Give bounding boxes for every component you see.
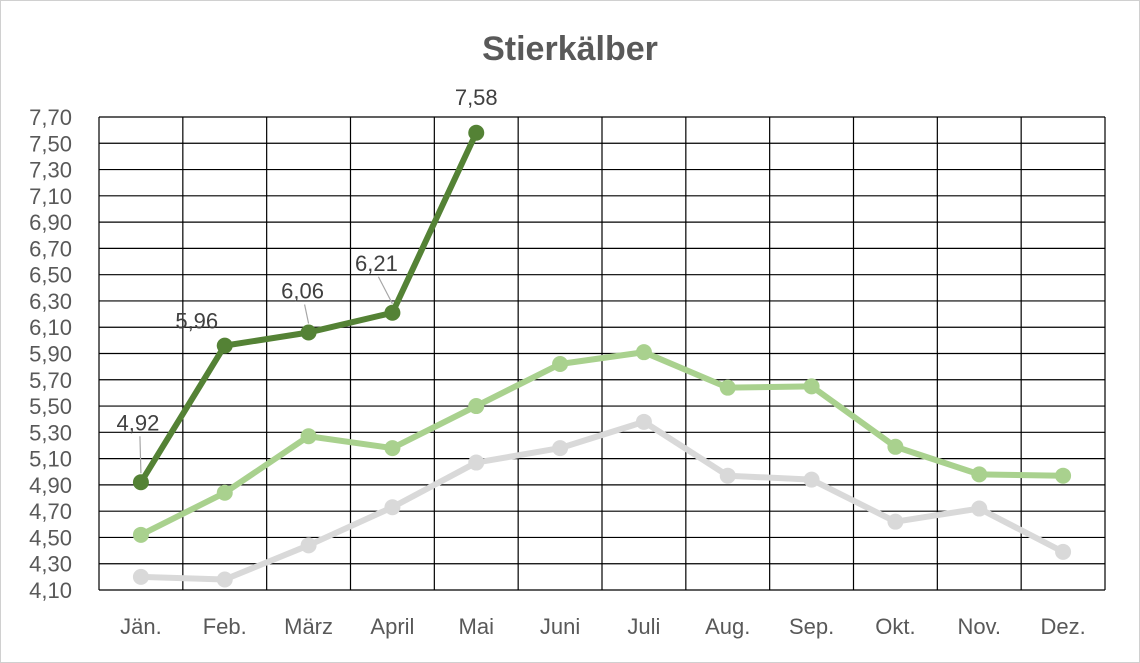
x-tick-label: Aug.	[705, 614, 750, 639]
data-label: 4,92	[117, 410, 160, 435]
data-point	[216, 571, 233, 588]
y-tick-label: 5,10	[29, 447, 72, 472]
data-point	[300, 324, 317, 341]
data-point	[887, 438, 904, 455]
y-tick-label: 5,50	[29, 394, 72, 419]
data-point	[300, 537, 317, 554]
y-tick-label: 6,30	[29, 289, 72, 314]
x-tick-label: Juli	[627, 614, 660, 639]
y-tick-label: 7,10	[29, 184, 72, 209]
data-point	[216, 337, 233, 354]
y-tick-label: 5,90	[29, 342, 72, 367]
x-tick-label: März	[284, 614, 333, 639]
y-tick-label: 5,30	[29, 420, 72, 445]
x-tick-label: Okt.	[875, 614, 915, 639]
x-tick-label: Sep.	[789, 614, 834, 639]
y-tick-label: 6,90	[29, 210, 72, 235]
data-point	[132, 474, 149, 491]
data-label: 5,96	[175, 309, 218, 334]
y-tick-label: 4,70	[29, 499, 72, 524]
data-point	[971, 500, 988, 517]
y-tick-label: 4,10	[29, 578, 72, 603]
y-tick-label: 5,70	[29, 368, 72, 393]
data-point	[803, 471, 820, 488]
series-layer	[132, 124, 1072, 588]
series-line	[137, 418, 1067, 583]
data-point	[1055, 467, 1072, 484]
data-labels: 4,92 5,96 6,06 6,21 7,58	[117, 85, 498, 474]
y-tick-label: 6,50	[29, 263, 72, 288]
data-point	[384, 440, 401, 457]
data-point	[132, 526, 149, 543]
leader-line	[139, 436, 142, 474]
data-point	[384, 304, 401, 321]
data-point	[719, 379, 736, 396]
y-tick-label: 6,10	[29, 315, 72, 340]
data-point	[216, 484, 233, 501]
leader-line	[303, 304, 310, 324]
data-point	[635, 344, 652, 361]
data-point	[552, 440, 569, 457]
data-point	[803, 378, 820, 395]
data-label: 7,58	[455, 85, 498, 110]
x-tick-label: Feb.	[203, 614, 247, 639]
data-point	[468, 398, 485, 415]
data-point	[971, 466, 988, 483]
x-tick-label: Jän.	[120, 614, 162, 639]
x-tick-label: Mai	[459, 614, 494, 639]
leader-line	[377, 276, 393, 305]
data-point	[1055, 543, 1072, 560]
y-tick-label: 4,30	[29, 552, 72, 577]
chart-title: Stierkälber	[482, 30, 658, 68]
x-tick-label: Juni	[540, 614, 580, 639]
data-point	[468, 454, 485, 471]
data-point	[132, 568, 149, 585]
y-tick-label: 6,70	[29, 236, 72, 261]
data-point	[887, 513, 904, 530]
y-tick-label: 4,50	[29, 525, 72, 550]
data-point	[384, 499, 401, 516]
y-axis-ticks: 4,104,304,504,704,905,105,305,505,705,90…	[29, 105, 72, 603]
series-line	[137, 349, 1067, 538]
x-axis-ticks: Jän. Feb. März April Mai Juni Juli Aug. Sep. Okt.…	[120, 614, 1086, 639]
x-tick-label: Dez.	[1040, 614, 1085, 639]
data-point	[719, 467, 736, 484]
y-tick-label: 7,30	[29, 158, 72, 183]
data-point	[468, 124, 485, 141]
y-tick-label: 4,90	[29, 473, 72, 498]
x-tick-label: April	[370, 614, 414, 639]
y-tick-label: 7,50	[29, 131, 72, 156]
y-tick-label: 7,70	[29, 105, 72, 130]
data-point	[635, 413, 652, 430]
plot-grid	[98, 116, 1106, 591]
data-label: 6,21	[355, 251, 398, 276]
data-label: 6,06	[281, 278, 324, 303]
data-point	[552, 356, 569, 373]
x-tick-label: Nov.	[957, 614, 1001, 639]
data-point	[300, 428, 317, 445]
